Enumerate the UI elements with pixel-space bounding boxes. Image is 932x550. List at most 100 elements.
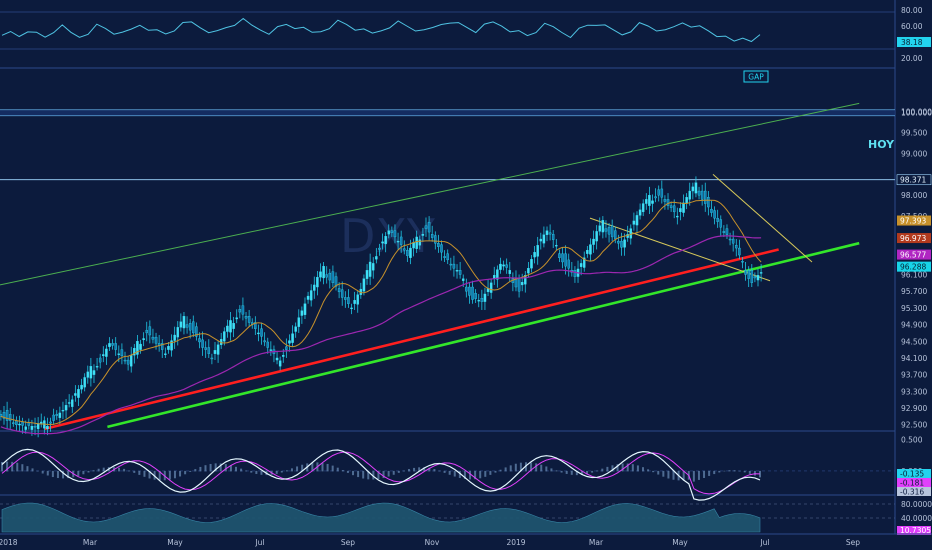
candle-body bbox=[694, 182, 698, 194]
candle-body bbox=[188, 323, 192, 331]
macd-histogram-bar bbox=[489, 470, 492, 475]
macd-histogram-bar bbox=[469, 470, 472, 480]
candle-body bbox=[387, 230, 391, 235]
candle-body bbox=[288, 340, 291, 344]
macd-histogram-bar bbox=[235, 466, 238, 472]
macd-histogram-bar bbox=[672, 470, 675, 480]
macd-histogram-bar bbox=[224, 464, 227, 472]
candle-body bbox=[384, 236, 387, 245]
candle-body bbox=[223, 331, 226, 342]
candle-body bbox=[350, 307, 353, 310]
candle-body bbox=[331, 271, 335, 283]
macd-histogram-bar bbox=[11, 461, 14, 472]
candle-body bbox=[390, 230, 394, 233]
candle-body bbox=[744, 270, 747, 275]
macd-histogram-bar bbox=[51, 470, 54, 478]
candle-body bbox=[368, 261, 372, 277]
candle-body bbox=[257, 332, 260, 335]
candle-body bbox=[241, 305, 245, 315]
stoch-value-label: 10.7305 bbox=[900, 526, 931, 535]
macd-histogram-bar bbox=[209, 463, 212, 472]
candle-body bbox=[406, 250, 409, 256]
candle-body bbox=[92, 370, 96, 375]
macd-histogram-bar bbox=[453, 470, 456, 477]
candle-body bbox=[61, 409, 65, 412]
macd-histogram-bar bbox=[733, 470, 736, 472]
candle-body bbox=[722, 231, 726, 233]
candle-body bbox=[725, 228, 729, 235]
macd-histogram-bar bbox=[255, 470, 258, 474]
macd-histogram-bar bbox=[448, 470, 451, 475]
candle-body bbox=[319, 271, 322, 278]
stoch-value-tag bbox=[897, 526, 931, 535]
candle-body bbox=[173, 334, 176, 341]
candle-body bbox=[105, 348, 108, 357]
hoy-label: HOY bbox=[868, 138, 895, 151]
macd-histogram-bar bbox=[87, 470, 90, 473]
candle-body bbox=[679, 208, 682, 213]
candle-body bbox=[641, 203, 645, 213]
candle-body bbox=[201, 339, 204, 348]
candle-body bbox=[750, 270, 754, 283]
candle-body bbox=[263, 340, 266, 343]
macd-histogram-bar bbox=[616, 464, 619, 472]
candle-body bbox=[247, 316, 251, 323]
macd-histogram-bar bbox=[565, 470, 568, 474]
candle-body bbox=[434, 235, 437, 244]
macd-histogram-bar bbox=[352, 470, 355, 476]
macd-histogram-bar bbox=[6, 461, 9, 472]
candle-body bbox=[120, 349, 124, 357]
macd-histogram-bar bbox=[123, 468, 126, 472]
candle-body bbox=[111, 343, 114, 346]
candle-body bbox=[728, 238, 732, 241]
candle-body bbox=[303, 303, 307, 315]
macd-histogram-bar bbox=[301, 464, 304, 472]
candle-body bbox=[551, 234, 555, 240]
candle-body bbox=[74, 393, 77, 396]
macd-histogram-bar bbox=[509, 465, 512, 472]
gap-value-label: 100.000 bbox=[901, 109, 932, 118]
candle-body bbox=[759, 272, 763, 274]
macd-histogram-bar bbox=[591, 470, 594, 473]
macd-histogram-bar bbox=[204, 465, 207, 472]
macd-histogram-bar bbox=[575, 470, 578, 476]
macd-histogram-bar bbox=[484, 470, 487, 477]
macd-histogram-bar bbox=[458, 470, 461, 478]
candle-body bbox=[58, 412, 62, 418]
stoch-tick-label: 80.0000 bbox=[901, 500, 932, 509]
candle-body bbox=[474, 293, 477, 299]
candle-body bbox=[713, 210, 716, 219]
rsi-line bbox=[1, 17, 761, 43]
x-tick-label: Nov bbox=[425, 538, 440, 547]
candle-body bbox=[403, 248, 406, 251]
candle-body bbox=[638, 209, 642, 216]
macd-histogram-bar bbox=[77, 470, 80, 476]
macd-histogram-bar bbox=[428, 467, 431, 472]
macd-histogram-bar bbox=[31, 468, 34, 472]
candle-body bbox=[210, 357, 214, 360]
candle-body bbox=[300, 310, 304, 316]
candle-body bbox=[176, 327, 180, 338]
macd-histogram-bar bbox=[280, 470, 283, 473]
macd-histogram-bar bbox=[67, 470, 70, 479]
candle-body bbox=[238, 309, 242, 313]
candle-body bbox=[514, 278, 518, 288]
candle-body bbox=[182, 316, 186, 329]
macd-histogram-bar bbox=[703, 470, 706, 478]
candle-body bbox=[539, 238, 543, 242]
macd-histogram-bar bbox=[641, 467, 644, 472]
candle-body bbox=[204, 347, 207, 350]
candle-body bbox=[282, 355, 285, 357]
gap-label-box[interactable] bbox=[743, 70, 769, 83]
price-tick-label: 92.900 bbox=[901, 404, 927, 413]
macd-histogram-bar bbox=[326, 463, 329, 472]
candle-body bbox=[437, 243, 440, 247]
macd-histogram-bar bbox=[260, 470, 263, 475]
macd-value-tag bbox=[897, 469, 931, 478]
macd-histogram-bar bbox=[586, 470, 589, 474]
candle-body bbox=[685, 197, 688, 204]
macd-histogram-bar bbox=[545, 466, 548, 472]
candle-body bbox=[133, 348, 136, 356]
candle-body bbox=[2, 412, 6, 419]
